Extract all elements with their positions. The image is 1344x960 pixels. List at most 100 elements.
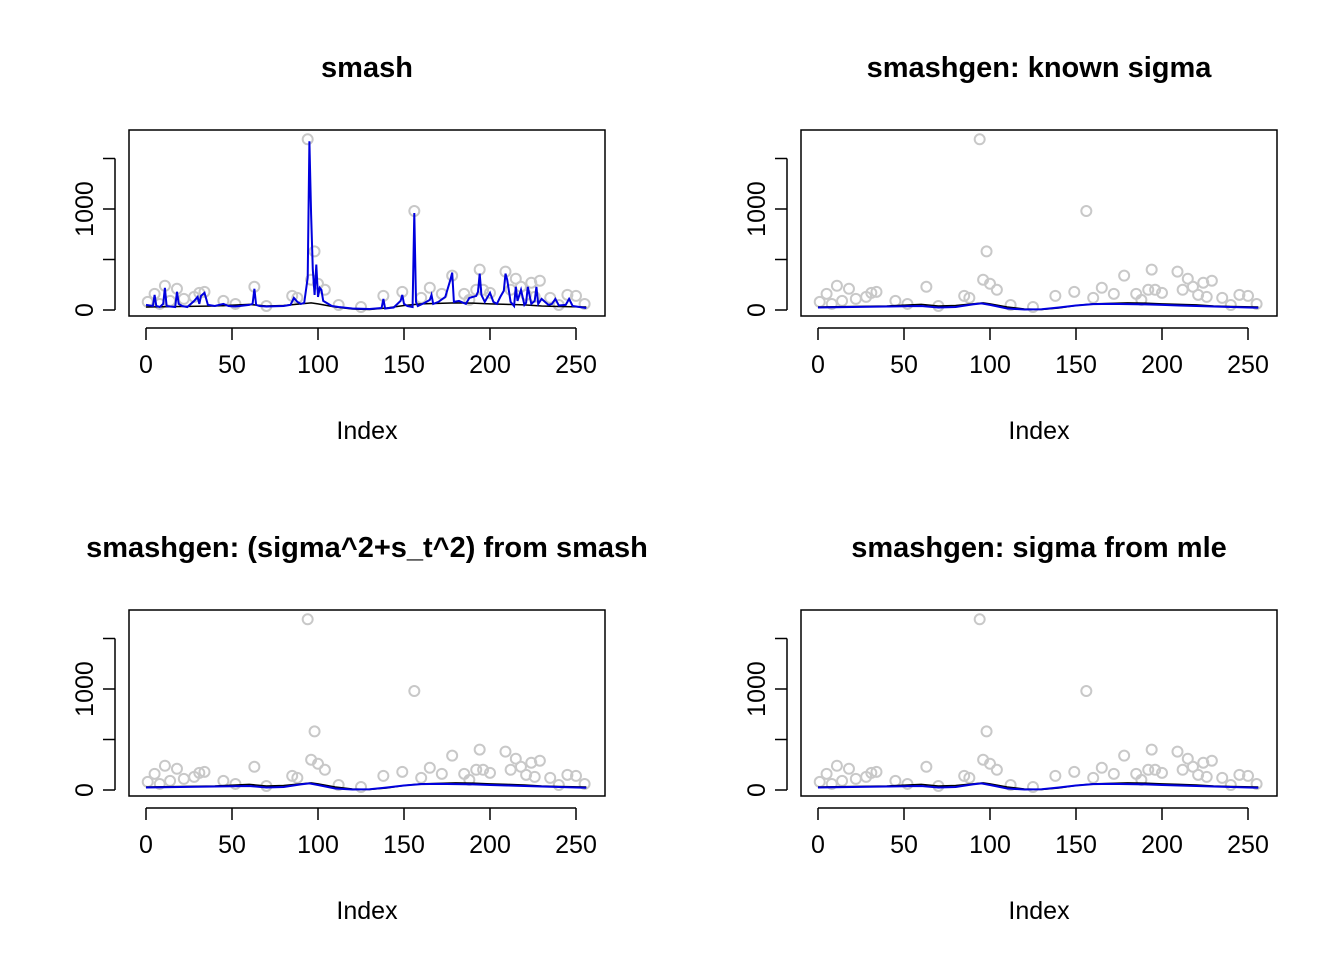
y-tick-label: 1000 bbox=[71, 661, 99, 717]
data-point bbox=[1080, 685, 1093, 698]
data-point bbox=[1224, 298, 1237, 311]
data-point bbox=[984, 757, 996, 770]
data-point bbox=[889, 774, 902, 787]
data-point bbox=[1149, 763, 1162, 776]
plot-frame bbox=[800, 609, 1278, 797]
chart-title: smash bbox=[321, 52, 413, 84]
data-point bbox=[825, 777, 838, 790]
data-point bbox=[830, 759, 843, 772]
data-point bbox=[1049, 769, 1062, 782]
data-point bbox=[1200, 290, 1213, 303]
data-point bbox=[396, 765, 409, 778]
data-point bbox=[1233, 768, 1246, 781]
data-point bbox=[1068, 285, 1081, 298]
data-point bbox=[561, 768, 574, 781]
data-point bbox=[1186, 280, 1199, 293]
observations-points bbox=[813, 133, 1263, 313]
chart-panel-2: smashgen: known sigma 0 50 100 150 200 250 0 100… bbox=[743, 52, 1278, 445]
x-tick-label: 50 bbox=[890, 831, 918, 859]
data-point bbox=[1156, 766, 1168, 779]
data-point bbox=[1118, 269, 1131, 282]
data-point bbox=[1142, 283, 1155, 296]
data-point bbox=[1233, 288, 1246, 301]
data-point bbox=[477, 763, 490, 776]
data-point bbox=[920, 280, 933, 293]
data-point bbox=[561, 288, 574, 301]
observations-points bbox=[141, 133, 591, 313]
data-point bbox=[1186, 760, 1199, 773]
data-point bbox=[415, 771, 428, 784]
x-tick-label: 0 bbox=[139, 831, 153, 859]
observations-points bbox=[141, 613, 591, 793]
y-tick-label: 1000 bbox=[71, 181, 99, 237]
data-point bbox=[291, 771, 304, 784]
data-point bbox=[870, 765, 883, 778]
y-tick-label: 0 bbox=[743, 303, 771, 317]
data-point bbox=[1087, 291, 1100, 304]
data-point bbox=[1216, 771, 1229, 784]
data-point bbox=[158, 759, 171, 772]
data-point bbox=[1049, 289, 1062, 302]
data-point bbox=[301, 133, 314, 146]
data-point bbox=[984, 277, 996, 290]
data-point bbox=[1004, 778, 1017, 791]
data-point bbox=[473, 263, 486, 276]
data-point bbox=[849, 292, 862, 305]
data-point bbox=[1142, 763, 1155, 776]
data-point bbox=[820, 767, 833, 780]
data-point bbox=[1197, 756, 1210, 769]
x-tick-label: 250 bbox=[555, 831, 597, 859]
x-axis-label: Index bbox=[336, 897, 398, 925]
data-point bbox=[499, 745, 512, 758]
y-tick-label: 0 bbox=[71, 303, 99, 317]
data-point bbox=[1107, 767, 1120, 780]
data-point bbox=[525, 276, 538, 289]
data-point bbox=[980, 245, 993, 258]
data-point bbox=[1107, 287, 1120, 300]
data-point bbox=[148, 767, 161, 780]
estimate-line bbox=[817, 302, 1259, 311]
data-point bbox=[1181, 272, 1194, 285]
x-axis-label: Index bbox=[336, 417, 398, 445]
data-point bbox=[842, 282, 855, 295]
data-point bbox=[1242, 769, 1254, 782]
x-tick-label: 250 bbox=[1227, 831, 1269, 859]
data-point bbox=[1200, 770, 1213, 783]
x-tick-label: 150 bbox=[383, 351, 425, 379]
data-point bbox=[332, 778, 345, 791]
data-point bbox=[198, 765, 211, 778]
x-tick-label: 50 bbox=[218, 831, 246, 859]
data-point bbox=[473, 743, 486, 756]
x-tick-label: 0 bbox=[139, 351, 153, 379]
data-point bbox=[1192, 768, 1205, 781]
x-tick-label: 200 bbox=[469, 831, 511, 859]
data-point bbox=[525, 756, 538, 769]
data-point bbox=[377, 769, 390, 782]
data-point bbox=[1250, 297, 1263, 310]
data-point bbox=[533, 754, 546, 767]
data-point bbox=[1149, 283, 1162, 296]
data-point bbox=[312, 757, 324, 770]
data-point bbox=[570, 769, 582, 782]
data-point bbox=[870, 285, 883, 298]
data-point bbox=[1087, 771, 1100, 784]
x-tick-label: 100 bbox=[297, 831, 339, 859]
x-tick-label: 200 bbox=[1141, 351, 1183, 379]
data-point bbox=[484, 766, 496, 779]
y-tick-label: 1000 bbox=[743, 661, 771, 717]
data-point bbox=[552, 778, 565, 791]
data-point bbox=[217, 774, 230, 787]
x-tick-label: 250 bbox=[555, 351, 597, 379]
data-point bbox=[1145, 743, 1158, 756]
data-point bbox=[229, 297, 242, 310]
data-point bbox=[963, 771, 976, 784]
x-tick-label: 100 bbox=[297, 351, 339, 379]
data-point bbox=[446, 749, 459, 762]
data-point bbox=[1118, 749, 1131, 762]
data-point bbox=[1027, 780, 1039, 793]
data-point bbox=[901, 297, 914, 310]
data-point bbox=[578, 297, 591, 310]
data-point bbox=[332, 298, 345, 311]
x-tick-label: 150 bbox=[1055, 351, 1097, 379]
